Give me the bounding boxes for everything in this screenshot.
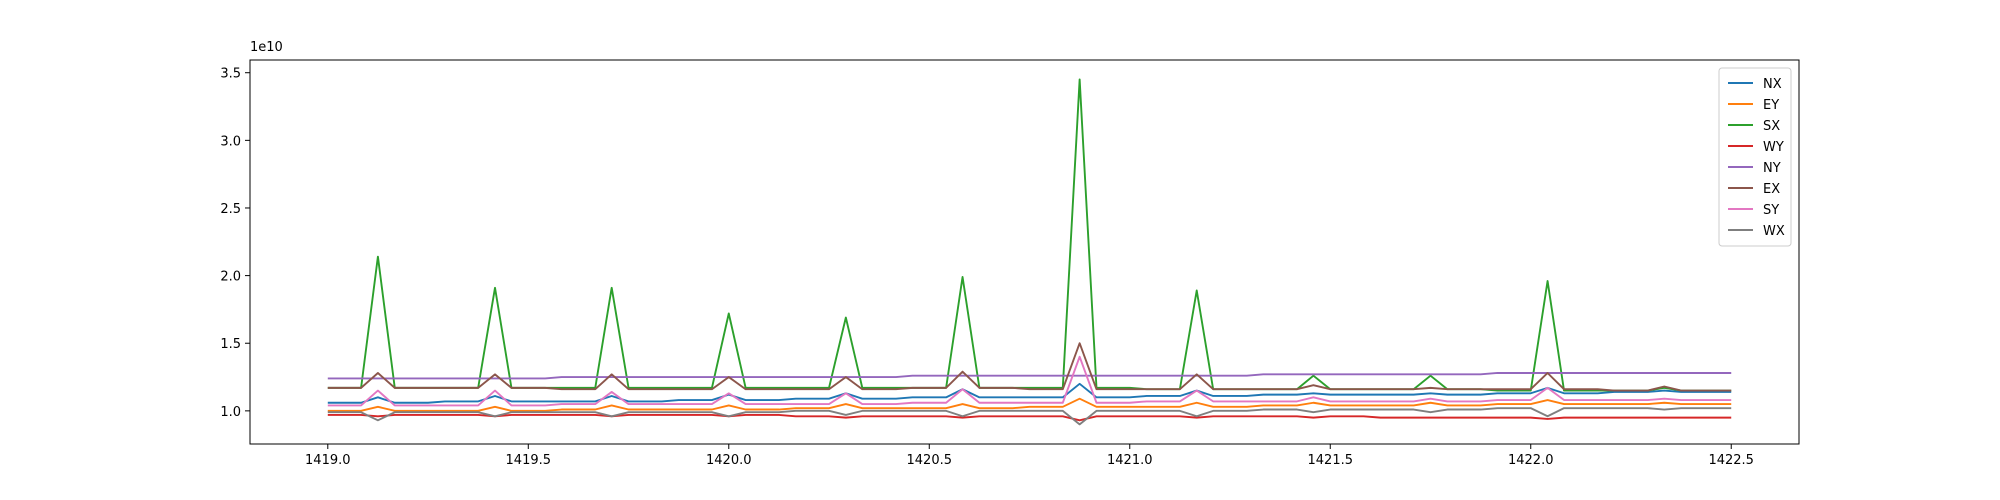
legend-label: WY: [1763, 140, 1784, 155]
x-tick-label: 1420.5: [907, 453, 953, 468]
y-tick-label: 2.5: [220, 202, 241, 217]
data-line: [327, 413, 1732, 422]
y-tick-label: 2.0: [220, 270, 241, 285]
legend-label: SX: [1763, 119, 1780, 134]
legend-label: NY: [1763, 161, 1781, 176]
y-tick-label: 1.0: [220, 405, 241, 420]
data-line: [327, 372, 1732, 380]
data-line: [327, 342, 1732, 392]
x-tick-label: 1422.5: [1708, 453, 1754, 468]
plot-frame: [249, 59, 1800, 445]
legend-label: WX: [1763, 224, 1785, 239]
data-line: [327, 407, 1732, 426]
legend-frame: [1718, 67, 1792, 247]
x-tick-label: 1421.0: [1107, 453, 1153, 468]
legend: NX EY SX WY NY EX SY WX: [1718, 67, 1792, 247]
x-tick-label: 1419.0: [305, 453, 351, 468]
legend-label: EY: [1763, 98, 1779, 113]
data-line: [327, 397, 1732, 412]
y-tick-label: 3.5: [220, 67, 241, 82]
legend-label: EX: [1763, 182, 1780, 197]
x-tick-label: 1419.5: [506, 453, 552, 468]
y-tick-label: 3.0: [220, 134, 241, 149]
y-tick-label: 1.5: [220, 337, 241, 352]
x-tick-label: 1420.0: [706, 453, 752, 468]
data-line: [327, 382, 1732, 404]
x-tick-label: 1422.0: [1508, 453, 1554, 468]
data-line: [327, 78, 1732, 392]
legend-label: SY: [1763, 203, 1779, 218]
data-line: [327, 355, 1732, 407]
y-offset-text: 1e10: [250, 40, 283, 55]
x-tick-label: 1421.5: [1308, 453, 1354, 468]
legend-label: NX: [1763, 77, 1782, 92]
